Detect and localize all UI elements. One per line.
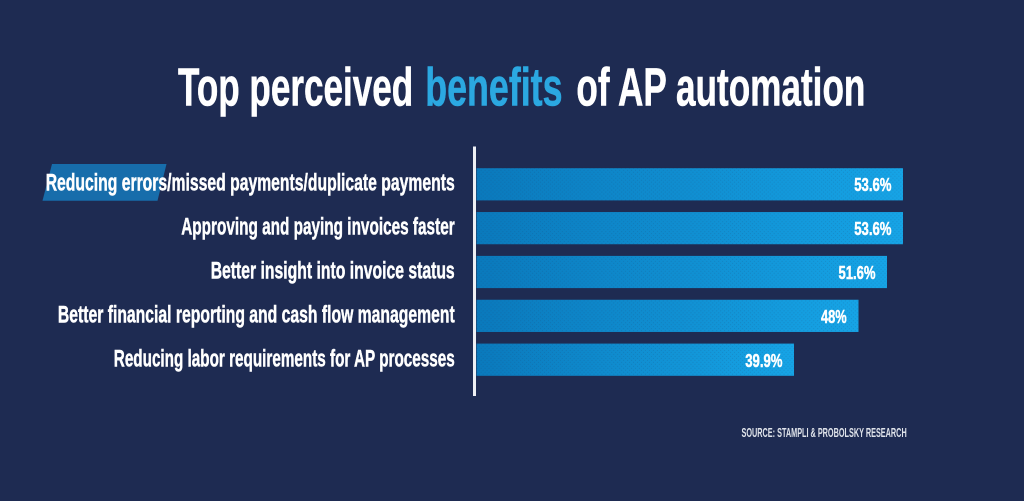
svg-text:Reducing errors/missed payment: Reducing errors/missed payments/duplicat… bbox=[46, 169, 455, 196]
svg-text:Top perceived: Top perceived bbox=[178, 57, 413, 117]
svg-text:Reducing labor requirements fo: Reducing labor requirements for AP proce… bbox=[114, 345, 455, 372]
svg-text:39.9%: 39.9% bbox=[745, 350, 783, 371]
svg-text:Better financial reporting and: Better financial reporting and cash flow… bbox=[58, 301, 455, 328]
svg-text:Better insight into invoice st: Better insight into invoice status bbox=[211, 257, 455, 284]
svg-text:53.6%: 53.6% bbox=[854, 218, 892, 239]
svg-text:53.6%: 53.6% bbox=[854, 174, 892, 195]
svg-text:SOURCE: STAMPLI & PROBOLSKY R: SOURCE: STAMPLI & PROBOLSKY RESEARCH bbox=[742, 425, 907, 440]
svg-text:51.6%: 51.6% bbox=[839, 262, 876, 283]
svg-text:Approving and paying invoices: Approving and paying invoices faster bbox=[181, 213, 455, 240]
svg-text:of AP automation: of AP automation bbox=[576, 57, 865, 117]
svg-text:benefits: benefits bbox=[425, 57, 562, 117]
svg-text:48%: 48% bbox=[821, 306, 847, 327]
